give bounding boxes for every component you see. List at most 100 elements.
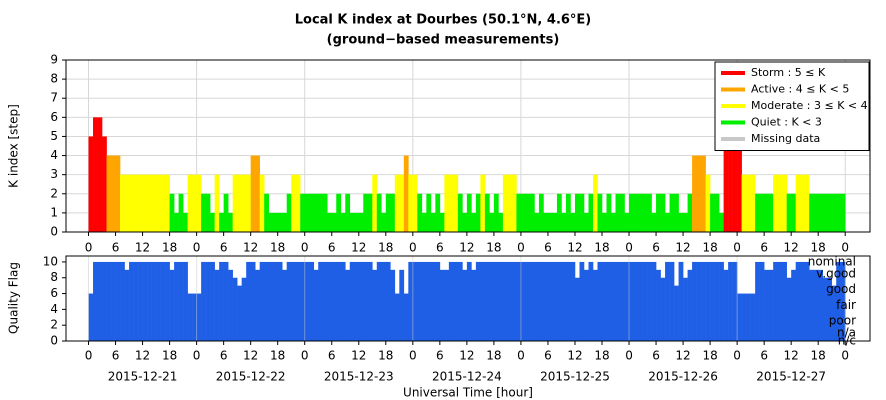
bar — [732, 136, 738, 232]
bar — [408, 261, 414, 341]
x-tick-label: 18 — [162, 349, 177, 363]
bar — [304, 261, 310, 341]
bar — [412, 174, 418, 232]
bar — [120, 174, 125, 232]
x-tick-label: 12 — [135, 349, 150, 363]
bar — [97, 117, 103, 232]
bar — [178, 261, 184, 341]
bar — [340, 212, 346, 232]
bar — [223, 193, 229, 232]
bar — [791, 269, 796, 341]
bar — [840, 261, 846, 341]
bar — [129, 174, 134, 232]
bar — [111, 261, 116, 341]
y-tick-label: 7 — [50, 91, 58, 105]
bar — [165, 174, 170, 232]
bar — [606, 261, 612, 341]
bar — [719, 261, 724, 341]
bar — [511, 261, 517, 341]
x-tick-label: 12 — [135, 241, 150, 255]
bar — [210, 212, 215, 232]
y-tick-label: 4 — [50, 302, 58, 316]
bar — [394, 293, 400, 341]
flag-label: v.good — [816, 266, 856, 280]
x-tick-label: 18 — [162, 241, 177, 255]
x-tick-label: 6 — [112, 349, 120, 363]
bar — [336, 193, 342, 232]
x-tick-label: 12 — [243, 349, 258, 363]
bar — [809, 269, 814, 341]
bar — [629, 193, 634, 232]
bar — [304, 193, 310, 232]
bar — [457, 193, 463, 232]
x-tick-label: 6 — [220, 349, 228, 363]
bar — [705, 174, 711, 232]
bar — [493, 261, 499, 341]
bar — [331, 212, 337, 232]
bar — [444, 269, 450, 341]
bar — [183, 261, 188, 341]
legend-label: Storm : 5 ≤ K — [751, 66, 826, 79]
bar — [520, 193, 526, 232]
bar — [448, 261, 454, 341]
bar — [552, 261, 558, 341]
bar — [376, 193, 382, 232]
bar — [313, 269, 319, 341]
bar — [453, 174, 459, 232]
bar — [277, 261, 283, 341]
bar — [782, 261, 787, 341]
bar — [737, 293, 742, 341]
bar — [327, 212, 333, 232]
bar — [439, 269, 445, 341]
bar — [385, 193, 391, 232]
bar — [192, 174, 197, 232]
bar — [543, 212, 549, 232]
y-tick-label: 10 — [43, 254, 58, 268]
bar — [124, 269, 130, 341]
date-label: 2015-12-25 — [540, 370, 610, 384]
bar — [286, 193, 292, 232]
bar — [574, 193, 580, 232]
x-tick-label: 0 — [517, 241, 525, 255]
flag-label: n/c — [838, 334, 856, 348]
bar — [421, 261, 427, 341]
bar — [543, 261, 549, 341]
y-axis-label: Quality Flag — [7, 262, 21, 334]
legend-label: Moderate : 3 ≤ K < 4 — [751, 99, 868, 112]
bar — [210, 261, 215, 341]
bar — [259, 261, 265, 341]
bar — [106, 155, 112, 232]
bar — [430, 212, 436, 232]
bar — [674, 285, 679, 341]
bar — [205, 261, 211, 341]
bar — [516, 193, 522, 232]
bar — [507, 261, 513, 341]
plot-frame — [65, 59, 871, 233]
bar — [255, 155, 260, 232]
bar — [174, 261, 179, 341]
bar — [525, 261, 531, 341]
bar — [732, 261, 738, 341]
bar — [633, 193, 639, 232]
bar — [831, 193, 837, 232]
bar — [331, 261, 337, 341]
bar — [250, 261, 256, 341]
bar — [822, 277, 828, 341]
bar — [349, 212, 355, 232]
bar — [683, 212, 688, 232]
bar — [268, 212, 274, 232]
date-label: 2015-12-22 — [216, 370, 286, 384]
x-tick-label: 0 — [733, 241, 741, 255]
x-tick-label: 6 — [652, 349, 660, 363]
y-tick-label: 1 — [50, 205, 58, 219]
bar — [665, 212, 670, 232]
x-tick-label: 0 — [517, 349, 525, 363]
bar — [795, 174, 801, 232]
bar — [755, 193, 760, 232]
y-tick-label: 0 — [50, 225, 58, 239]
bar — [786, 193, 792, 232]
bar — [768, 193, 774, 232]
bar — [187, 293, 193, 341]
bar — [759, 193, 765, 232]
